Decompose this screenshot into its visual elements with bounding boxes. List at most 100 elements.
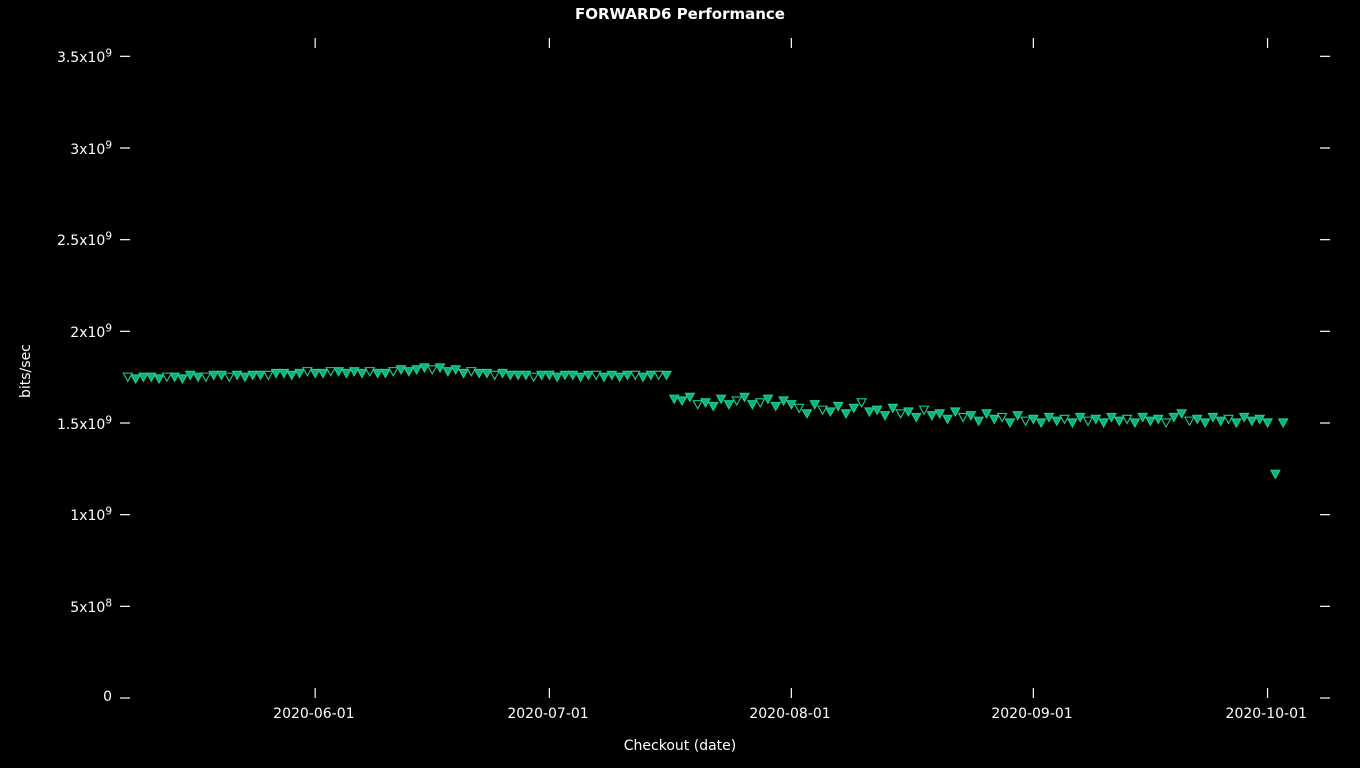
data-point — [123, 373, 132, 381]
data-point — [771, 402, 780, 410]
data-point — [358, 369, 367, 377]
data-point — [342, 369, 351, 377]
data-point — [240, 373, 249, 381]
data-point — [420, 364, 429, 372]
data-point — [311, 369, 320, 377]
data-point — [139, 373, 148, 381]
data-point — [756, 399, 765, 407]
plot-area — [0, 0, 1360, 768]
data-point — [568, 371, 577, 379]
data-point — [248, 371, 257, 379]
data-point — [1021, 417, 1030, 425]
chart-root: FORWARD6 Performance bits/sec Checkout (… — [0, 0, 1360, 768]
data-point — [654, 371, 663, 379]
data-point — [818, 406, 827, 414]
data-point — [896, 410, 905, 418]
data-point — [498, 369, 507, 377]
y-tick-label: 3x109 — [70, 139, 112, 158]
data-point — [178, 375, 187, 383]
y-tick-label: 2x109 — [70, 322, 112, 341]
data-point — [600, 373, 609, 381]
y-tick-label: 5x108 — [70, 597, 112, 616]
data-point — [857, 399, 866, 407]
y-tick-label: 0 — [103, 689, 112, 705]
data-point — [1271, 470, 1280, 478]
data-point — [1130, 419, 1139, 427]
data-point — [873, 406, 882, 414]
data-point — [334, 368, 343, 376]
data-point — [1084, 417, 1093, 425]
data-point — [927, 412, 936, 420]
data-point — [1052, 417, 1061, 425]
data-point — [1162, 419, 1171, 427]
data-point — [670, 395, 679, 403]
data-point — [194, 373, 203, 381]
data-point — [318, 369, 327, 377]
data-point — [826, 408, 835, 416]
data-point — [802, 410, 811, 418]
y-tick-label: 2.5x109 — [57, 231, 112, 250]
data-point — [693, 401, 702, 409]
data-point — [326, 368, 335, 376]
data-point — [1201, 419, 1210, 427]
data-point — [475, 369, 484, 377]
data-point — [881, 412, 890, 420]
x-tick-label: 2020-08-01 — [749, 706, 830, 722]
data-point — [295, 369, 304, 377]
data-point — [990, 415, 999, 423]
x-tick-label: 2020-06-01 — [273, 706, 354, 722]
data-point — [1232, 419, 1241, 427]
data-point — [904, 408, 913, 416]
data-point — [373, 369, 382, 377]
data-point — [1263, 419, 1272, 427]
data-point — [529, 373, 538, 381]
data-point — [966, 412, 975, 420]
data-point — [459, 369, 468, 377]
data-point — [303, 368, 312, 376]
data-point — [170, 373, 179, 381]
data-point — [201, 373, 210, 381]
data-point — [592, 371, 601, 379]
data-point — [225, 373, 234, 381]
data-point — [272, 369, 281, 377]
data-point — [748, 401, 757, 409]
x-tick-label: 2020-07-01 — [507, 706, 588, 722]
data-point — [795, 404, 804, 412]
data-point — [1068, 419, 1077, 427]
data-point — [467, 368, 476, 376]
data-point — [842, 410, 851, 418]
data-point — [514, 371, 523, 379]
data-point — [959, 413, 968, 421]
data-point — [1216, 417, 1225, 425]
data-point — [404, 368, 413, 376]
data-point — [935, 410, 944, 418]
data-point — [1169, 413, 1178, 421]
data-point — [545, 371, 554, 379]
data-point — [1279, 419, 1288, 427]
data-point — [1037, 419, 1046, 427]
data-point — [998, 413, 1007, 421]
data-point — [506, 371, 515, 379]
data-point — [428, 366, 437, 374]
data-point — [1146, 417, 1155, 425]
y-tick-label: 1.5x109 — [57, 414, 112, 433]
data-point — [389, 368, 398, 376]
data-point — [560, 371, 569, 379]
data-point — [1005, 419, 1014, 427]
data-point — [162, 373, 171, 381]
data-point — [233, 371, 242, 379]
data-point — [639, 373, 648, 381]
data-point — [615, 373, 624, 381]
data-point — [350, 368, 359, 376]
data-point — [147, 373, 156, 381]
data-point — [381, 369, 390, 377]
data-point — [397, 366, 406, 374]
data-point — [217, 371, 226, 379]
data-point — [131, 375, 140, 383]
data-point — [537, 371, 546, 379]
data-point — [584, 371, 593, 379]
data-point — [365, 368, 374, 376]
data-point — [279, 369, 288, 377]
data-point — [810, 401, 819, 409]
data-point — [490, 371, 499, 379]
